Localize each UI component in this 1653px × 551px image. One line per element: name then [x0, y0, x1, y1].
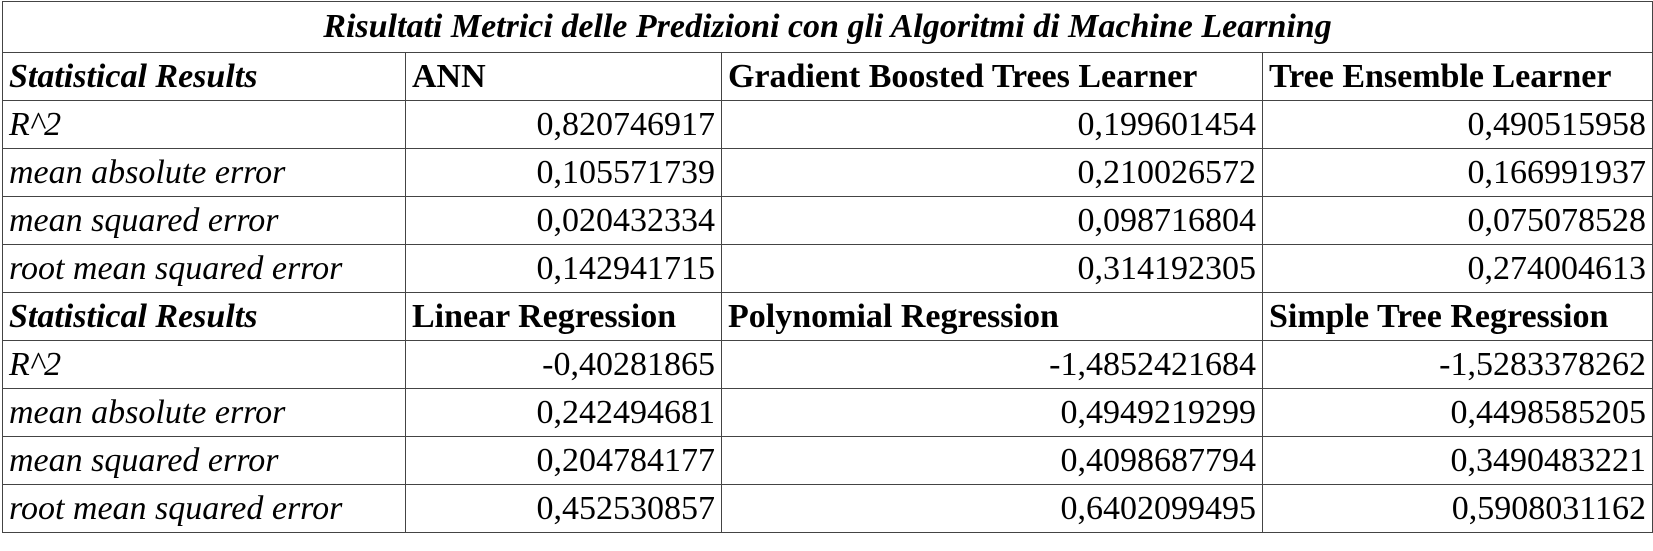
metric-label: mean squared error [2, 436, 406, 485]
metric-value: 0,4098687794 [721, 436, 1263, 485]
data-row: root mean squared error 0,452530857 0,6402… [2, 484, 1653, 533]
header-row: Statistical Results ANN Gradient Boosted T… [2, 52, 1653, 101]
metric-value: 0,142941715 [405, 244, 722, 293]
table-title: Risultati Metrici delle Predizioni con g… [2, 1, 1653, 53]
metric-label: root mean squared error [2, 484, 406, 533]
column-header: Simple Tree Regression [1262, 292, 1653, 341]
metric-value: 0,075078528 [1262, 196, 1653, 245]
column-header: Polynomial Regression [721, 292, 1263, 341]
data-row: R^2 0,820746917 0,199601454 0,490515958 [2, 100, 1653, 149]
data-row: mean squared error 0,204784177 0,409868779… [2, 436, 1653, 485]
data-row: mean absolute error 0,105571739 0,21002657… [2, 148, 1653, 197]
metric-value: 0,098716804 [721, 196, 1263, 245]
metric-value: 0,5908031162 [1262, 484, 1653, 533]
metric-label: mean absolute error [2, 148, 406, 197]
metric-value: 0,4949219299 [721, 388, 1263, 437]
metric-value: 0,3490483221 [1262, 436, 1653, 485]
metric-label: mean squared error [2, 196, 406, 245]
data-row: mean absolute error 0,242494681 0,49492192… [2, 388, 1653, 437]
column-header: ANN [405, 52, 722, 101]
results-table: Risultati Metrici delle Predizioni con g… [2, 1, 1653, 533]
metric-value: 0,166991937 [1262, 148, 1653, 197]
metric-label: mean absolute error [2, 388, 406, 437]
column-header: Statistical Results [2, 292, 406, 341]
metric-value: -1,5283378262 [1262, 340, 1653, 389]
metric-value: 0,6402099495 [721, 484, 1263, 533]
metric-value: 0,105571739 [405, 148, 722, 197]
column-header: Statistical Results [2, 52, 406, 101]
metric-value: 0,820746917 [405, 100, 722, 149]
table-body: Risultati Metrici delle Predizioni con g… [2, 1, 1653, 533]
metric-value: 0,210026572 [721, 148, 1263, 197]
metric-value: 0,274004613 [1262, 244, 1653, 293]
metric-value: 0,452530857 [405, 484, 722, 533]
metric-value: 0,204784177 [405, 436, 722, 485]
metric-value: 0,490515958 [1262, 100, 1653, 149]
metric-value: 0,314192305 [721, 244, 1263, 293]
metric-value: 0,242494681 [405, 388, 722, 437]
metric-value: -1,4852421684 [721, 340, 1263, 389]
metric-label: R^2 [2, 100, 406, 149]
column-header: Gradient Boosted Trees Learner [721, 52, 1263, 101]
metric-label: root mean squared error [2, 244, 406, 293]
column-header: Linear Regression [405, 292, 722, 341]
data-row: R^2 -0,40281865 -1,4852421684 -1,5283378262 [2, 340, 1653, 389]
metric-label: R^2 [2, 340, 406, 389]
metric-value: 0,199601454 [721, 100, 1263, 149]
column-header: Tree Ensemble Learner [1262, 52, 1653, 101]
header-row: Statistical Results Linear Regression Poly… [2, 292, 1653, 341]
metric-value: 0,4498585205 [1262, 388, 1653, 437]
data-row: root mean squared error 0,142941715 0,3141… [2, 244, 1653, 293]
title-row: Risultati Metrici delle Predizioni con g… [2, 1, 1653, 53]
metric-value: 0,020432334 [405, 196, 722, 245]
metric-value: -0,40281865 [405, 340, 722, 389]
data-row: mean squared error 0,020432334 0,098716804… [2, 196, 1653, 245]
